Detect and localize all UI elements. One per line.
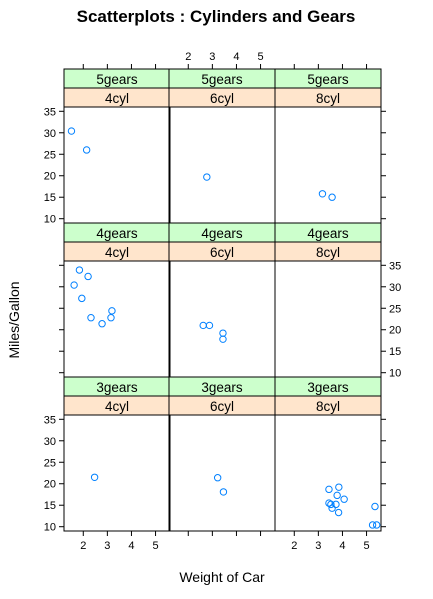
data-point — [213, 474, 222, 482]
strip-label-cyl: 4cyl — [105, 399, 129, 414]
y-tick-label: 30 — [389, 282, 401, 294]
x-tick-label: 3 — [209, 51, 215, 63]
panel-frame — [63, 260, 171, 378]
strip-label-cyl: 8cyl — [316, 399, 340, 414]
data-point — [332, 500, 340, 509]
data-point — [205, 321, 214, 330]
y-tick-label: 30 — [44, 436, 56, 448]
panel-frame — [274, 414, 382, 532]
x-tick-label: 4 — [233, 51, 239, 63]
strip-label-cyl: 6cyl — [210, 91, 234, 106]
panel-frame — [274, 106, 382, 224]
y-tick-label: 25 — [389, 303, 401, 315]
data-point — [372, 521, 381, 529]
data-point — [333, 491, 341, 500]
x-tick-label: 2 — [291, 540, 297, 552]
data-point — [75, 266, 84, 274]
y-tick-label: 25 — [44, 149, 56, 161]
data-point — [108, 307, 116, 315]
data-point — [327, 500, 335, 509]
data-point — [318, 190, 327, 198]
strip-label-gears: 5gears — [201, 72, 243, 87]
y-tick-label: 10 — [389, 368, 401, 380]
x-tick-label: 3 — [315, 540, 321, 552]
strip-label-gears: 4gears — [201, 226, 243, 241]
data-point — [84, 272, 92, 281]
data-point — [219, 329, 227, 337]
data-point — [78, 294, 86, 303]
x-tick-label: 5 — [257, 51, 263, 63]
x-tick-label: 4 — [128, 540, 134, 552]
panel-frame — [168, 414, 276, 532]
y-tick-label: 15 — [389, 346, 401, 358]
y-tick-label: 10 — [44, 214, 56, 226]
panel-frame — [63, 106, 171, 224]
data-point — [340, 495, 348, 503]
y-tick-label: 20 — [44, 479, 56, 491]
y-tick-label: 35 — [389, 260, 401, 272]
y-tick-label: 30 — [44, 128, 56, 140]
y-tick-label: 35 — [44, 414, 56, 426]
y-tick-label: 25 — [44, 457, 56, 469]
data-point — [107, 314, 115, 322]
strip-label-cyl: 8cyl — [316, 91, 340, 106]
data-point — [203, 173, 211, 181]
strip-label-gears: 5gears — [96, 72, 138, 87]
data-point — [335, 483, 343, 491]
y-tick-label: 15 — [44, 500, 56, 512]
chart-title: Scatterplots : Cylinders and Gears — [77, 7, 356, 26]
data-point — [90, 473, 99, 481]
strip-label-cyl: 4cyl — [105, 91, 129, 106]
x-tick-label: 3 — [104, 540, 110, 552]
data-point — [371, 502, 379, 511]
strip-label-gears: 3gears — [307, 380, 349, 395]
x-tick-label: 5 — [152, 540, 158, 552]
strip-label-gears: 4gears — [307, 226, 349, 241]
data-point — [328, 193, 336, 201]
panel-grid: 5gears 4cyl 5gears 6cyl 5gears 8cyl 4gears 4cyl… — [44, 51, 402, 552]
data-point — [67, 127, 76, 135]
strip-label-gears: 3gears — [201, 380, 243, 395]
data-point — [325, 499, 333, 507]
y-tick-label: 20 — [389, 325, 401, 337]
data-point — [334, 508, 343, 517]
x-tick-label: 5 — [363, 540, 369, 552]
data-point — [219, 488, 228, 496]
x-axis-title: Weight of Car — [179, 569, 265, 585]
data-point — [70, 281, 78, 289]
y-axis-title: Miles/Gallon — [6, 281, 22, 358]
data-point — [219, 335, 227, 343]
data-point — [368, 521, 377, 529]
panel-frame — [63, 414, 171, 532]
strip-label-gears: 3gears — [96, 380, 138, 395]
panel-frame — [168, 106, 276, 224]
y-tick-label: 10 — [44, 522, 56, 534]
panel-frame — [168, 260, 276, 378]
y-tick-label: 35 — [44, 106, 56, 118]
y-tick-label: 20 — [44, 171, 56, 183]
y-tick-label: 15 — [44, 192, 56, 204]
panel-frame — [274, 260, 382, 378]
strip-label-cyl: 6cyl — [210, 399, 234, 414]
data-point — [199, 321, 207, 330]
strip-label-cyl: 4cyl — [105, 245, 129, 260]
x-tick-label: 2 — [185, 51, 191, 63]
data-point — [87, 314, 95, 322]
x-tick-label: 4 — [339, 540, 345, 552]
strip-label-cyl: 6cyl — [210, 245, 234, 260]
data-point — [82, 146, 91, 154]
data-point — [98, 320, 106, 328]
strip-label-gears: 5gears — [307, 72, 349, 87]
strip-label-gears: 4gears — [96, 226, 138, 241]
strip-label-cyl: 8cyl — [316, 245, 340, 260]
x-tick-label: 2 — [80, 540, 86, 552]
data-point — [325, 485, 333, 494]
